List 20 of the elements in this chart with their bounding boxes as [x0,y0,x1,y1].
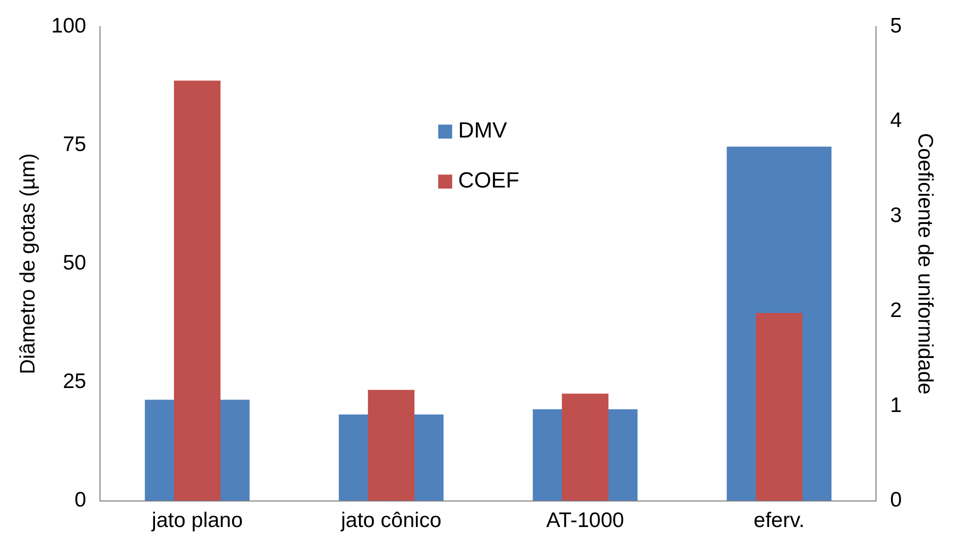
legend-label: COEF [458,168,520,193]
y2-tick-label: 0 [890,488,902,512]
y2-tick-label: 2 [890,298,902,322]
y-tick-label: 75 [62,132,86,156]
y2-tick-label: 5 [890,14,902,38]
y2-tick-label: 3 [890,204,902,228]
y2-tick-label: 4 [890,109,902,132]
bar [756,313,802,501]
x-tick-label: eferv. [754,509,805,532]
legend-label: DMV [458,118,508,143]
y2-tick-label: 1 [890,394,902,417]
x-tick-label: AT-1000 [546,509,624,532]
y-tick-label: 0 [74,488,86,512]
y-tick-label: 25 [62,370,86,394]
y-tick-label: 50 [62,251,86,274]
x-tick-label: jato plano [150,509,243,532]
x-tick-label: jato cônico [340,509,442,532]
y-axis-title: Diâmetro de gotas (µm) [16,153,40,374]
y-tick-label: 100 [51,14,86,38]
y2-axis-title: Coeficiente de uniformidade [914,132,937,394]
